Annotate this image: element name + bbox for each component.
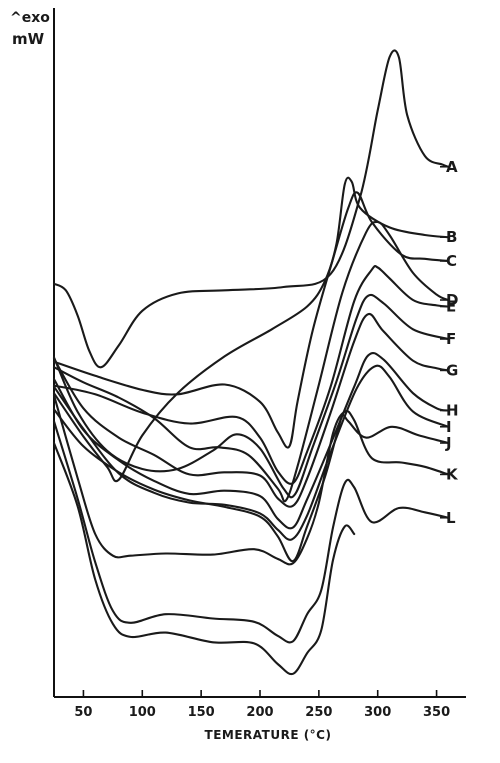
curve-K	[52, 394, 450, 566]
curve-C	[52, 191, 450, 449]
curve-label-J: J	[445, 434, 452, 452]
curve-label-H: H	[446, 402, 459, 420]
curve-label-B: B	[446, 228, 457, 246]
curve-L	[52, 420, 450, 644]
x-tick-label-150: 150	[188, 705, 215, 720]
curve-label-I: I	[446, 418, 452, 436]
x-tick-label-200: 200	[246, 705, 273, 720]
curve-label-C: C	[446, 252, 457, 270]
curve-I	[52, 364, 450, 541]
curve-label-E: E	[446, 298, 456, 316]
curve-E	[52, 264, 450, 485]
curve-label-K: K	[446, 465, 459, 483]
x-ticks: 50 100 150 200 250 300 350	[74, 690, 450, 720]
x-tick-label-50: 50	[74, 705, 92, 720]
curve-G	[52, 313, 450, 508]
x-axis-label: TEMERATURE (°C)	[205, 728, 332, 742]
curve-label-F: F	[446, 330, 456, 348]
x-tick-label-100: 100	[129, 705, 156, 720]
x-tick-label-350: 350	[423, 705, 450, 720]
curve-B	[52, 176, 450, 483]
curve-J	[52, 408, 450, 563]
curve-H	[52, 351, 450, 530]
y-axis-label-line2: mW	[12, 30, 45, 48]
y-axis-label-line1: ^exo	[10, 10, 50, 26]
curve-label-G: G	[446, 361, 458, 379]
curve-D	[52, 220, 450, 503]
x-tick-label-250: 250	[305, 705, 332, 720]
curves	[52, 49, 450, 676]
curve-unlabeled	[52, 441, 356, 676]
curve-label-A: A	[446, 158, 458, 176]
curve-label-L: L	[446, 509, 456, 527]
curve-A	[52, 49, 450, 369]
x-tick-label-300: 300	[364, 705, 391, 720]
curve-F	[52, 293, 450, 499]
curve-label-D: D	[446, 291, 458, 309]
